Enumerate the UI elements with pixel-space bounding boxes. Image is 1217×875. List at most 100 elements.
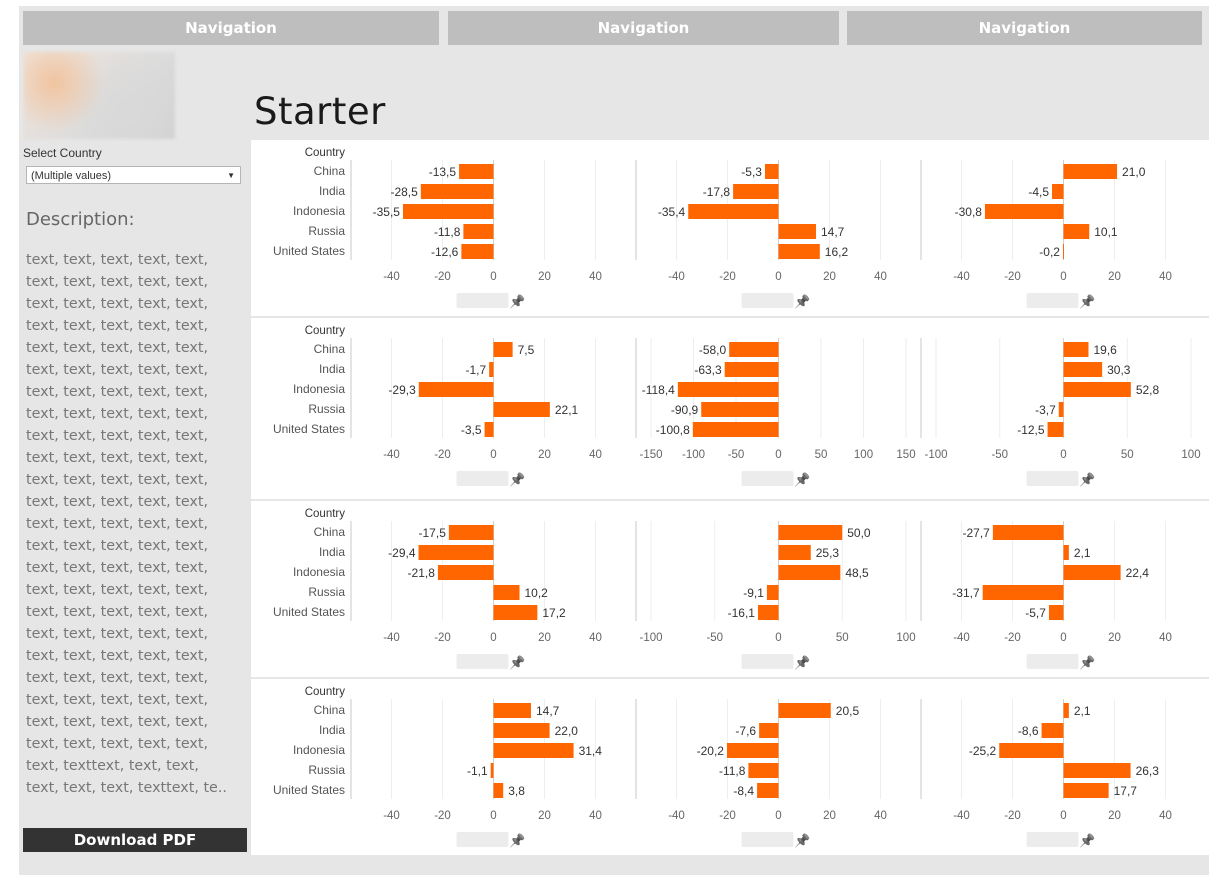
bar[interactable] bbox=[1062, 244, 1064, 259]
category-label: China bbox=[314, 342, 346, 356]
bar[interactable] bbox=[493, 783, 504, 798]
bar[interactable] bbox=[463, 224, 494, 239]
bar[interactable] bbox=[448, 525, 494, 540]
data-label: 48,5 bbox=[845, 566, 869, 580]
download-pdf-button[interactable]: Download PDF bbox=[23, 828, 247, 852]
data-label: -12,6 bbox=[431, 245, 459, 259]
pin-icon[interactable]: 📌 bbox=[509, 832, 525, 848]
bar[interactable] bbox=[757, 783, 779, 798]
bar[interactable] bbox=[418, 382, 494, 397]
tick-label: -20 bbox=[1004, 632, 1021, 644]
description-line: text, text, text, text, text, bbox=[26, 450, 208, 466]
bar[interactable] bbox=[461, 244, 494, 259]
bar[interactable] bbox=[724, 362, 779, 377]
bar[interactable] bbox=[484, 422, 494, 437]
bar[interactable] bbox=[493, 703, 531, 718]
bar[interactable] bbox=[757, 605, 779, 620]
bar[interactable] bbox=[418, 545, 494, 560]
pin-icon[interactable]: 📌 bbox=[794, 471, 810, 487]
data-label: 30,3 bbox=[1107, 363, 1131, 377]
bar[interactable] bbox=[778, 224, 816, 239]
nav-button-2[interactable]: Navigation bbox=[448, 11, 839, 45]
bar[interactable] bbox=[729, 342, 779, 357]
bar[interactable] bbox=[1048, 605, 1064, 620]
tick-label: 0 bbox=[775, 271, 781, 283]
bar[interactable] bbox=[1058, 402, 1064, 417]
bar[interactable] bbox=[692, 422, 779, 437]
bar[interactable] bbox=[764, 164, 779, 179]
bar[interactable] bbox=[489, 362, 494, 377]
bar[interactable] bbox=[459, 164, 494, 179]
bar[interactable] bbox=[493, 342, 513, 357]
bar[interactable] bbox=[688, 204, 779, 219]
bar[interactable] bbox=[677, 382, 779, 397]
bar[interactable] bbox=[733, 184, 779, 199]
bar[interactable] bbox=[493, 723, 550, 738]
data-label: 3,8 bbox=[508, 784, 525, 798]
bar[interactable] bbox=[1063, 164, 1118, 179]
bar[interactable] bbox=[1063, 763, 1131, 778]
bar[interactable] bbox=[1052, 184, 1064, 199]
bar[interactable] bbox=[701, 402, 779, 417]
bar[interactable] bbox=[1063, 703, 1069, 718]
bar[interactable] bbox=[982, 585, 1064, 600]
bar[interactable] bbox=[420, 184, 494, 199]
bar[interactable] bbox=[984, 204, 1064, 219]
data-label: -1,1 bbox=[467, 764, 488, 778]
bar[interactable] bbox=[766, 585, 779, 600]
pin-icon[interactable]: 📌 bbox=[509, 293, 525, 309]
chevron-down-icon[interactable]: ▼ bbox=[227, 171, 235, 180]
nav-button-1[interactable]: Navigation bbox=[23, 11, 439, 45]
pin-icon[interactable]: 📌 bbox=[1079, 471, 1095, 487]
bar[interactable] bbox=[759, 723, 779, 738]
bar[interactable] bbox=[1063, 224, 1090, 239]
bar[interactable] bbox=[748, 763, 779, 778]
bar[interactable] bbox=[493, 402, 550, 417]
bar[interactable] bbox=[1063, 342, 1089, 357]
bar[interactable] bbox=[493, 743, 574, 758]
bar[interactable] bbox=[778, 565, 841, 580]
bar[interactable] bbox=[493, 605, 538, 620]
bar[interactable] bbox=[1063, 362, 1103, 377]
bar[interactable] bbox=[490, 763, 494, 778]
pin-icon[interactable]: 📌 bbox=[509, 654, 525, 670]
category-label: India bbox=[319, 362, 345, 376]
bar[interactable] bbox=[1063, 382, 1131, 397]
bar[interactable] bbox=[778, 525, 843, 540]
pin-icon[interactable]: 📌 bbox=[509, 471, 525, 487]
bar[interactable] bbox=[992, 525, 1064, 540]
bar[interactable] bbox=[1063, 783, 1109, 798]
pin-icon[interactable]: 📌 bbox=[794, 832, 810, 848]
bar[interactable] bbox=[1063, 545, 1069, 560]
row-header-country: Country bbox=[305, 147, 346, 159]
bar[interactable] bbox=[778, 703, 831, 718]
logo-image bbox=[24, 52, 175, 139]
pin-icon[interactable]: 📌 bbox=[794, 293, 810, 309]
bar[interactable] bbox=[999, 743, 1064, 758]
pin-icon[interactable]: 📌 bbox=[1079, 654, 1095, 670]
data-label: 50,0 bbox=[847, 526, 871, 540]
bar[interactable] bbox=[726, 743, 779, 758]
bar[interactable] bbox=[1063, 565, 1121, 580]
bar[interactable] bbox=[493, 585, 520, 600]
caption-placeholder bbox=[741, 471, 794, 486]
bar[interactable] bbox=[437, 565, 494, 580]
tick-label: 0 bbox=[775, 632, 781, 644]
country-filter-select[interactable]: (Multiple values) ▼ bbox=[26, 166, 241, 184]
category-label: India bbox=[319, 184, 345, 198]
bar[interactable] bbox=[778, 244, 820, 259]
tick-label: 0 bbox=[1060, 810, 1066, 822]
chart-grid: Country China India Indonesia Russia United S… bbox=[251, 140, 1209, 855]
category-label: Russia bbox=[308, 585, 345, 599]
pin-icon[interactable]: 📌 bbox=[1079, 832, 1095, 848]
data-label: -3,5 bbox=[461, 423, 482, 437]
nav-button-3[interactable]: Navigation bbox=[847, 11, 1202, 45]
bar[interactable] bbox=[402, 204, 494, 219]
pin-icon[interactable]: 📌 bbox=[794, 654, 810, 670]
pin-icon[interactable]: 📌 bbox=[1079, 293, 1095, 309]
bar[interactable] bbox=[1047, 422, 1064, 437]
bar[interactable] bbox=[778, 545, 811, 560]
tick-label: -40 bbox=[383, 449, 400, 461]
bar[interactable] bbox=[1041, 723, 1064, 738]
data-label: -5,3 bbox=[741, 165, 762, 179]
